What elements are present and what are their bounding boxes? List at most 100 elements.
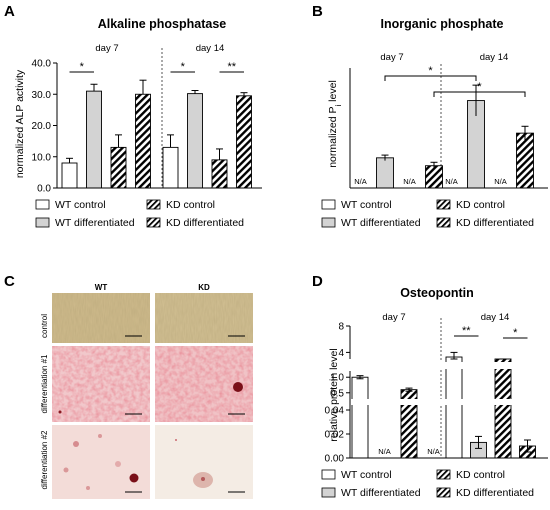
legend-label-b: KD control: [456, 199, 505, 211]
legend-swatch-a: [35, 199, 50, 210]
legend-label-b: KD differentiated: [456, 217, 534, 229]
panel-b-na-label: N/A: [354, 177, 367, 186]
panel-b-na-label: N/A: [403, 177, 416, 186]
panel-b-significance-bracket: [384, 75, 477, 81]
micrograph-kd-diff2: [155, 425, 253, 499]
legend-swatch-a: [146, 217, 161, 228]
panel-b-na-label: N/A: [494, 177, 507, 186]
panel-a-title: Alkaline phosphatase: [98, 17, 227, 31]
legend-label-d: WT control: [341, 469, 392, 481]
panel-a-y-tick-label: 0.0: [37, 184, 51, 195]
panel-d-na-label: N/A: [427, 447, 440, 456]
legends: WT control KD control WT differentiated KD …: [35, 199, 534, 499]
legend-label-d: WT differentiated: [341, 487, 421, 499]
panel-b-group-day7: day 7: [380, 52, 403, 63]
panel-a-significance-label: *: [80, 61, 85, 73]
panel-label-d: D: [312, 273, 323, 290]
panel-c-row-diff2: differentiation #2: [40, 430, 49, 490]
panel-b-group-day14: day 14: [480, 52, 509, 63]
panel-b-significance-label: *: [428, 65, 433, 77]
legend-swatch-b: [436, 217, 451, 228]
panel-label-a: A: [4, 3, 15, 20]
panel-a-bar-kd-differentiated: [236, 95, 252, 189]
panel-d-group-day7: day 7: [382, 312, 405, 323]
panel-a-bar-wt-control: [162, 146, 179, 189]
panel-c-row-diff1: differentiation #1: [40, 354, 49, 414]
panel-a-bar-wt-differentiated: [187, 93, 203, 189]
legend-swatch-b: [321, 199, 336, 210]
panel-d-y-tick-label: 0.5: [330, 388, 344, 399]
panel-d-bar-wt-control: [351, 376, 369, 459]
panel-a-bar-kd-control: [110, 146, 127, 189]
legend-swatch-d: [436, 469, 451, 480]
panel-b-significance-bracket: [433, 91, 526, 97]
panel-a-bar-wt-control: [61, 162, 78, 189]
panel-label-c: C: [4, 273, 15, 290]
panel-d-y-tick-label: 4: [338, 348, 344, 359]
panel-c-col-wt: WT: [95, 283, 108, 292]
panel-a-chart: 0.010.020.030.040.0 * * **: [32, 48, 262, 195]
legend-swatch-a: [146, 199, 161, 210]
legend-swatch-a: [35, 217, 50, 228]
legend-label-a: WT differentiated: [55, 217, 135, 229]
panel-d-y-tick-label: 1.0: [330, 373, 344, 384]
panel-d-axis-break: [351, 362, 547, 369]
micrograph-kd-diff1: [155, 346, 253, 422]
panel-d-y-tick-label: 0.04: [325, 406, 345, 417]
panel-d-bar-kd-control: [494, 358, 512, 459]
panel-a-group-day14: day 14: [196, 43, 225, 54]
panel-d-bar-wt-control: [445, 356, 463, 459]
micrograph-wt-diff2: [52, 425, 150, 499]
legend-swatch-d: [321, 487, 336, 498]
panel-c-row-control: control: [40, 314, 49, 338]
legend-swatch-d: [436, 487, 451, 498]
panel-d-ylabel: relative protein level: [328, 348, 340, 441]
panel-d-group-day14: day 14: [481, 312, 510, 323]
micrograph-wt-control: [52, 293, 150, 343]
panel-b-bar-wt-differentiated: [376, 157, 394, 189]
panel-a-y-tick-label: 40.0: [32, 59, 52, 70]
panel-d-significance-label: **: [462, 325, 471, 337]
panel-b-chart: N/A N/A N/A N/A * *: [349, 64, 548, 189]
panel-b-significance-label: *: [477, 81, 482, 93]
micrograph-kd-control: [155, 293, 253, 343]
panel-a-y-tick-label: 10.0: [32, 152, 52, 163]
panel-label-b: B: [312, 3, 323, 20]
micrograph-wt-diff1: [52, 346, 150, 422]
panel-d-na-label: N/A: [378, 447, 391, 456]
legend-swatch-b: [436, 199, 451, 210]
panel-a-y-tick-label: 30.0: [32, 90, 52, 101]
panel-b-na-label: N/A: [445, 177, 458, 186]
legend-label-b: WT control: [341, 199, 392, 211]
panel-b-title: Inorganic phosphate: [381, 17, 504, 31]
panel-d-title: Osteopontin: [400, 286, 474, 300]
legend-label-a: KD differentiated: [166, 217, 244, 229]
panel-d-y-tick-label: 0.00: [325, 454, 345, 465]
legend-label-a: WT control: [55, 199, 106, 211]
panel-a-significance-label: *: [181, 61, 186, 73]
legend-label-d: KD differentiated: [456, 487, 534, 499]
legend-swatch-d: [321, 469, 336, 480]
panel-b-ylabel: normalized Pi level: [327, 80, 343, 168]
panel-a-group-day7: day 7: [95, 43, 118, 54]
legend-label-d: KD control: [456, 469, 505, 481]
panel-a-bar-kd-differentiated: [135, 93, 151, 189]
legend-swatch-b: [321, 217, 336, 228]
panel-c-col-kd: KD: [198, 283, 210, 292]
panel-b-bar-kd-differentiated: [516, 132, 534, 189]
panel-d-axis-break: [351, 399, 547, 405]
panel-d-y-tick-label: 0.02: [325, 430, 345, 441]
panel-b-ylabel-main: normalized P: [327, 107, 339, 168]
panel-a-y-tick-label: 20.0: [32, 121, 52, 132]
panel-b-ylabel-tail: level: [327, 80, 339, 105]
panel-a-bar-kd-control: [211, 159, 228, 189]
panel-b-ylabel-sub: i: [334, 105, 343, 107]
panel-d-y-tick-label: 8: [338, 322, 344, 333]
panel-a-ylabel: normalized ALP activity: [14, 69, 26, 178]
legend-label-b: WT differentiated: [341, 217, 421, 229]
panel-a-significance-label: **: [227, 61, 236, 73]
legend-label-a: KD control: [166, 199, 215, 211]
panel-d-significance-label: *: [513, 327, 518, 339]
